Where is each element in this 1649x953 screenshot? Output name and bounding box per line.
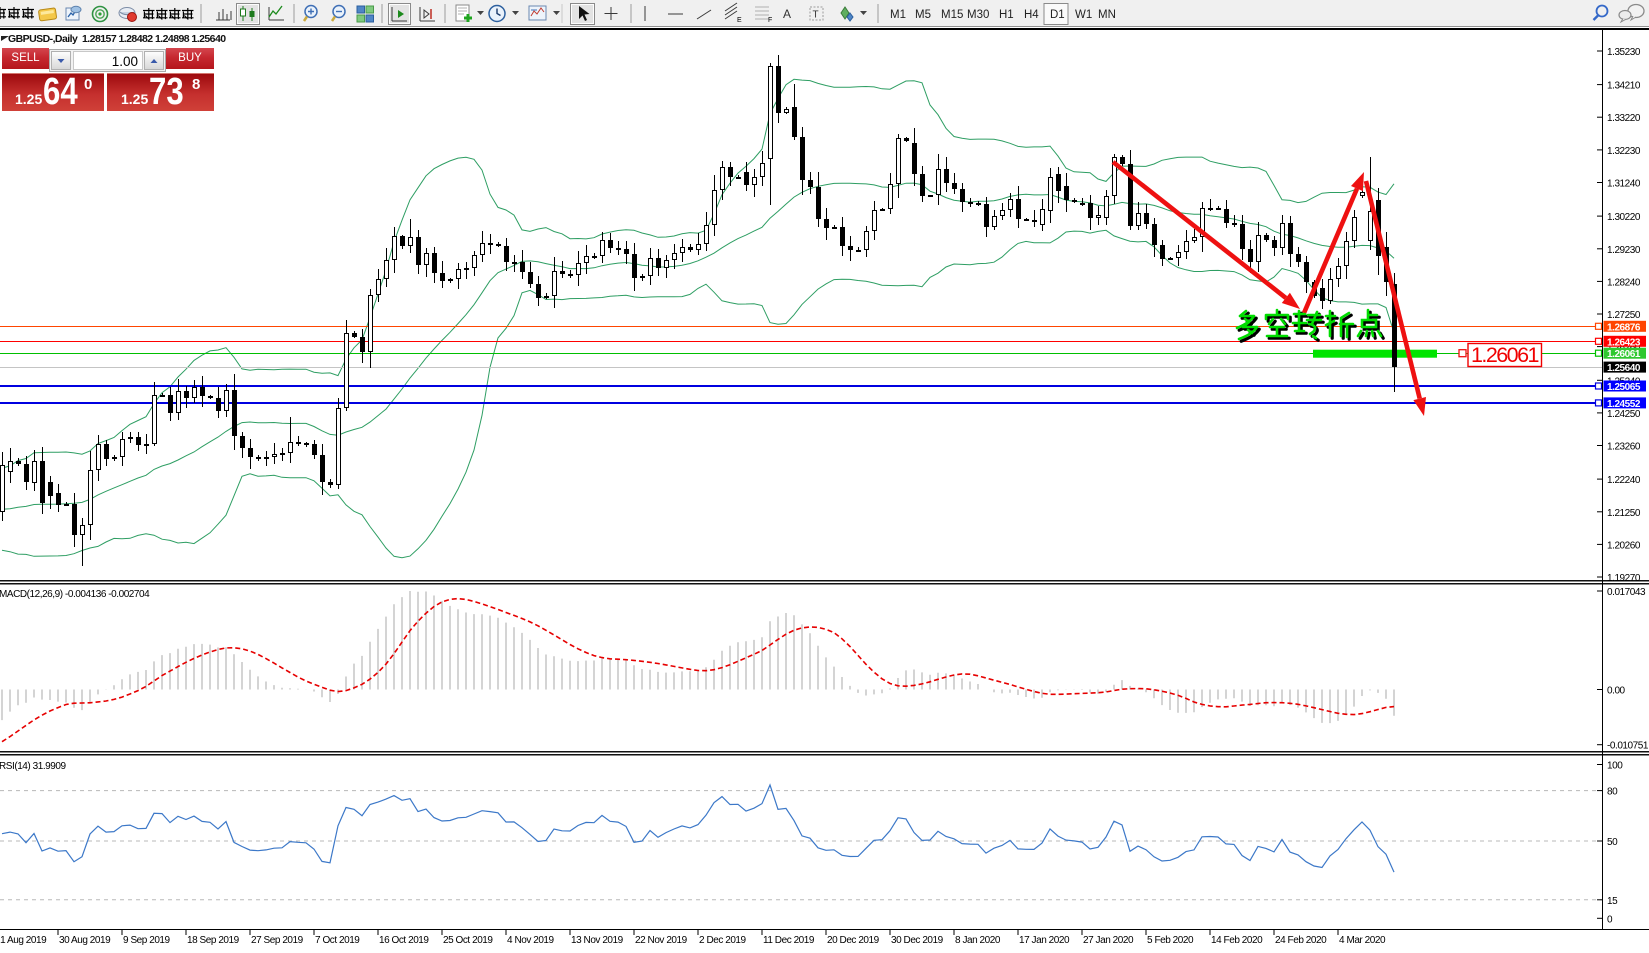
svg-text:F: F: [768, 17, 772, 24]
svg-text:27 Sep 2019: 27 Sep 2019: [251, 935, 304, 946]
svg-text:1.25065: 1.25065: [1607, 382, 1641, 393]
svg-text:1.26876: 1.26876: [1607, 322, 1641, 333]
svg-text:1.26423: 1.26423: [1607, 337, 1641, 348]
svg-text:1.23260: 1.23260: [1607, 442, 1641, 453]
svg-text:2 Dec 2019: 2 Dec 2019: [699, 935, 747, 946]
svg-text:MN: MN: [1098, 9, 1116, 21]
svg-text:1.31240: 1.31240: [1607, 179, 1641, 190]
svg-text:W1: W1: [1075, 9, 1092, 21]
svg-text:M1: M1: [890, 9, 906, 21]
svg-text:1.24250: 1.24250: [1607, 409, 1641, 420]
svg-text:27 Jan 2020: 27 Jan 2020: [1083, 935, 1134, 946]
svg-text:M30: M30: [967, 9, 989, 21]
svg-text:16 Oct 2019: 16 Oct 2019: [379, 935, 429, 946]
svg-text:15: 15: [1607, 896, 1618, 907]
svg-text:1.24552: 1.24552: [1607, 399, 1641, 410]
svg-text:1.34210: 1.34210: [1607, 81, 1641, 92]
svg-text:E: E: [737, 17, 742, 24]
svg-text:17 Jan 2020: 17 Jan 2020: [1019, 935, 1070, 946]
svg-text:25 Oct 2019: 25 Oct 2019: [443, 935, 493, 946]
svg-text:1.29230: 1.29230: [1607, 245, 1641, 256]
svg-text:A: A: [783, 7, 791, 21]
svg-text:H1: H1: [999, 9, 1014, 21]
svg-text:M5: M5: [915, 9, 931, 21]
svg-text:1.20260: 1.20260: [1607, 540, 1641, 551]
svg-text:0.017043: 0.017043: [1607, 587, 1646, 598]
svg-text:24 Feb 2020: 24 Feb 2020: [1275, 935, 1327, 946]
svg-text:1.21250: 1.21250: [1607, 508, 1641, 519]
svg-text:21 Aug 2019: 21 Aug 2019: [0, 935, 47, 946]
svg-text:4 Nov 2019: 4 Nov 2019: [507, 935, 555, 946]
svg-text:11 Dec 2019: 11 Dec 2019: [763, 935, 815, 946]
svg-text:4 Mar 2020: 4 Mar 2020: [1339, 935, 1386, 946]
svg-text:100: 100: [1607, 761, 1623, 772]
svg-text:13 Nov 2019: 13 Nov 2019: [571, 935, 624, 946]
svg-text:20 Dec 2019: 20 Dec 2019: [827, 935, 880, 946]
svg-text:0: 0: [1607, 914, 1613, 925]
svg-text:-0.010751: -0.010751: [1607, 741, 1649, 752]
svg-text:9 Sep 2019: 9 Sep 2019: [123, 935, 171, 946]
svg-text:MACD(12,26,9) -0.004136 -0.002: MACD(12,26,9) -0.004136 -0.002704: [0, 589, 150, 600]
svg-text:30 Dec 2019: 30 Dec 2019: [891, 935, 944, 946]
svg-text:1.32230: 1.32230: [1607, 146, 1641, 157]
svg-text:50: 50: [1607, 837, 1618, 848]
svg-text:RSI(14) 31.9909: RSI(14) 31.9909: [0, 761, 67, 772]
svg-text:14 Feb 2020: 14 Feb 2020: [1211, 935, 1263, 946]
svg-text:T: T: [813, 10, 819, 21]
svg-text:1.33220: 1.33220: [1607, 113, 1641, 124]
svg-text:1.28240: 1.28240: [1607, 277, 1641, 288]
svg-text:8 Jan 2020: 8 Jan 2020: [955, 935, 1001, 946]
svg-text:M15: M15: [941, 9, 963, 21]
svg-text:80: 80: [1607, 787, 1618, 798]
svg-text:22 Nov 2019: 22 Nov 2019: [635, 935, 688, 946]
svg-text:1.19270: 1.19270: [1607, 573, 1641, 584]
svg-text:H4: H4: [1024, 9, 1039, 21]
svg-text:1.27250: 1.27250: [1607, 310, 1641, 321]
svg-text:5 Feb 2020: 5 Feb 2020: [1147, 935, 1194, 946]
svg-text:30 Aug 2019: 30 Aug 2019: [59, 935, 111, 946]
svg-text:1.25640: 1.25640: [1607, 363, 1641, 374]
svg-text:D1: D1: [1050, 9, 1065, 21]
svg-text:0.00: 0.00: [1607, 686, 1626, 697]
svg-text:1.26061: 1.26061: [1607, 349, 1641, 360]
svg-text:18 Sep 2019: 18 Sep 2019: [187, 935, 240, 946]
svg-text:7 Oct 2019: 7 Oct 2019: [315, 935, 360, 946]
svg-text:1.26061: 1.26061: [1471, 343, 1539, 367]
svg-text:1.35230: 1.35230: [1607, 47, 1641, 58]
svg-text:1.30220: 1.30220: [1607, 212, 1641, 223]
svg-text:1.22240: 1.22240: [1607, 475, 1641, 486]
